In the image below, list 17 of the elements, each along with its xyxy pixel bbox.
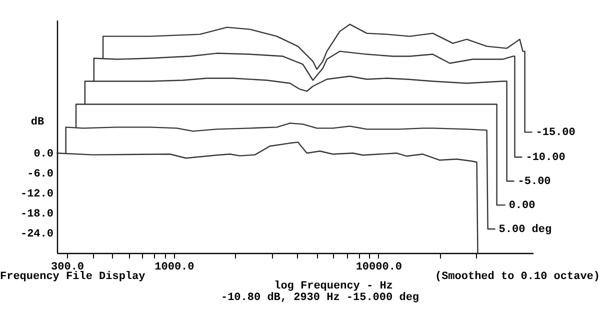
y-axis-title: dB [30, 116, 44, 128]
series-label: -15.00 [536, 127, 576, 140]
x-axis-title: log Frequency - Hz [274, 280, 393, 292]
y-tick-label: -18.0 [20, 208, 54, 221]
y-tick-label: -12.0 [20, 188, 54, 201]
x-tick-label: 10000.0 [356, 262, 402, 274]
text: -10.80 dB, 2930 Hz -15.000 deg [220, 292, 420, 304]
series-label: 0.00 [508, 200, 536, 212]
x-tick-label: 1000.0 [154, 262, 194, 274]
y-tick-label: 0.0 [34, 148, 54, 161]
text: Frequency File Display [0, 271, 146, 283]
y-tick-label: -24.0 [20, 228, 54, 241]
series-label: -10.00 [526, 152, 566, 164]
y-tick-label: -6.0 [27, 168, 54, 181]
series-label: 5.00 deg [498, 224, 552, 236]
text: (Smoothed to 0.10 octave) [434, 271, 600, 283]
series-label: -5.00 [518, 176, 551, 188]
